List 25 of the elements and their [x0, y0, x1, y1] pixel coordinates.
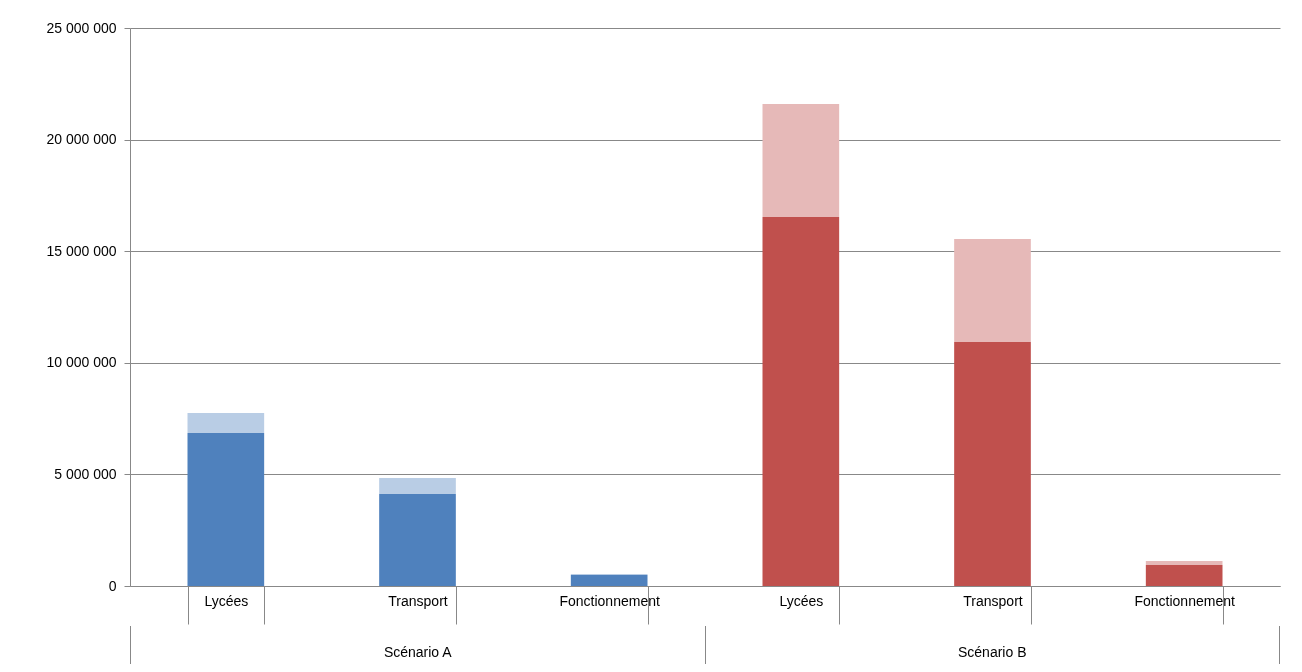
x-tick-label: Transport — [963, 592, 1023, 609]
bar — [379, 477, 456, 495]
bar — [954, 342, 1031, 586]
y-tick-label: 5 000 000 — [54, 465, 117, 482]
x-tick-label: Fonctionnement — [1134, 592, 1235, 609]
bar — [570, 575, 648, 586]
bar — [762, 217, 840, 586]
y-tick-label: 0 — [108, 577, 117, 594]
x-tick-label: Transport — [388, 592, 448, 609]
y-tick-label: 15 000 000 — [46, 242, 117, 259]
y-tick-label: 25 000 000 — [46, 19, 117, 36]
bar — [379, 494, 456, 586]
bar — [1145, 561, 1223, 566]
y-tick-label: 10 000 000 — [46, 354, 117, 371]
text: Scénario B — [704, 626, 1280, 664]
bar — [762, 103, 840, 218]
x-tick-label: Fonctionnement — [559, 592, 660, 609]
bar — [1145, 565, 1223, 586]
text: Scénario A — [130, 626, 705, 664]
x-tick-label: Lycées — [779, 592, 824, 609]
x-tick-label: Lycées — [204, 592, 249, 609]
bar — [187, 433, 265, 586]
y-tick-label: 20 000 000 — [46, 131, 117, 148]
bar — [954, 238, 1031, 343]
bar — [187, 413, 265, 434]
